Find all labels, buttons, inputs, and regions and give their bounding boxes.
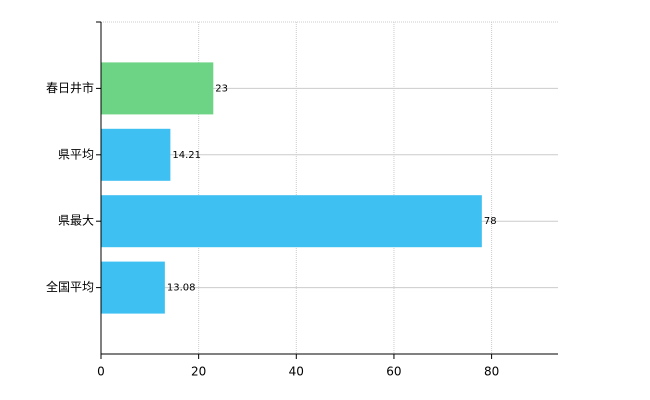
value-label: 78 [484, 216, 497, 227]
y-tick-label: 春日井市 [46, 80, 94, 95]
y-tick-label: 県最大 [58, 214, 94, 228]
bar [101, 261, 165, 314]
value-label: 23 [215, 83, 228, 94]
value-label: 14.21 [172, 150, 201, 161]
y-tick-label: 県平均 [58, 147, 94, 161]
value-label: 13.08 [167, 283, 196, 294]
bar [101, 128, 171, 181]
x-tick-label: 20 [191, 365, 206, 379]
x-tick-label: 80 [484, 365, 499, 379]
bar [101, 195, 482, 248]
y-tick-label: 全国平均 [46, 279, 94, 294]
x-tick-label: 60 [386, 365, 401, 379]
x-tick-label: 40 [289, 365, 304, 379]
bar [101, 62, 214, 115]
x-tick-label: 0 [97, 365, 105, 379]
